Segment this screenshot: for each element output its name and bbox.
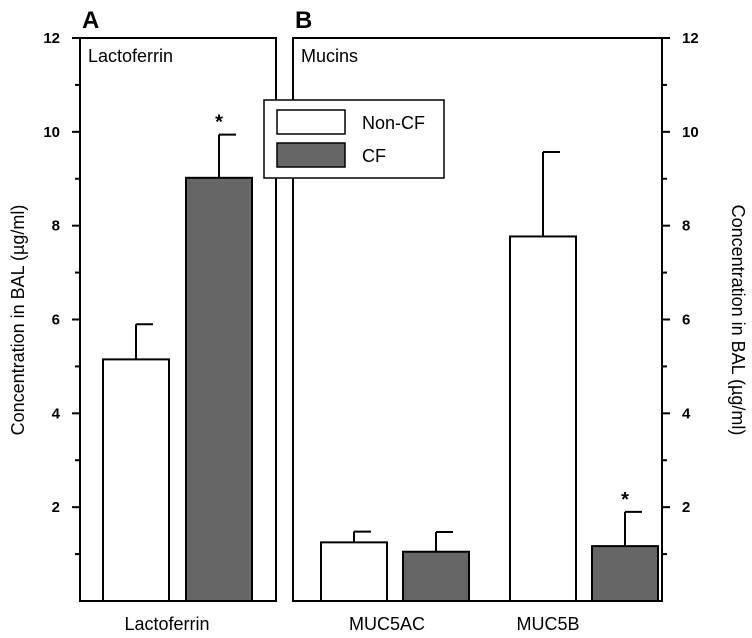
- right-tick-label-5: 12: [682, 30, 699, 47]
- category-label-muc5ac: MUC5AC: [349, 614, 425, 634]
- right-tick-label-0: 2: [682, 499, 690, 516]
- axis-ticks: 2 4 6 8 10 12 2 4 6 8 10 12: [43, 30, 699, 556]
- left-tick-label-3: 8: [52, 218, 60, 235]
- bars: **: [102, 112, 659, 603]
- significance-star-lactoferrin-cf: *: [215, 112, 223, 134]
- bar-muc5b-cf: [591, 545, 659, 602]
- left-tick-label-5: 12: [43, 30, 60, 47]
- y-axis-label-right: Concentration in BAL (µg/ml): [728, 205, 748, 436]
- significance-star-muc5b-cf: *: [621, 489, 629, 511]
- left-tick-label-0: 2: [52, 499, 60, 516]
- legend-swatch-noncf: [276, 109, 346, 135]
- right-tick-label-1: 4: [682, 405, 691, 422]
- bar-lactoferrin-cf: [185, 176, 253, 602]
- legend-label-cf: CF: [362, 146, 386, 166]
- panel-a-letter: A: [82, 7, 99, 34]
- panel-b-title: Mucins: [301, 46, 358, 66]
- bar-muc5b-noncf: [509, 235, 577, 603]
- legend-label-noncf: Non-CF: [362, 113, 425, 133]
- right-tick-label-4: 10: [682, 124, 699, 141]
- category-label-muc5b: MUC5B: [516, 614, 579, 634]
- panel-a-title: Lactoferrin: [88, 46, 173, 66]
- right-tick-label-3: 8: [682, 218, 690, 235]
- right-tick-label-2: 6: [682, 312, 690, 329]
- bar-muc5ac-cf: [402, 550, 470, 602]
- bar-lactoferrin-noncf: [102, 358, 170, 603]
- bar-muc5ac-noncf: [320, 541, 388, 603]
- left-tick-label-1: 4: [52, 405, 61, 422]
- y-axis-label-left: Concentration in BAL (µg/ml): [8, 205, 28, 436]
- legend-swatch-cf: [276, 142, 346, 168]
- panel-b-letter: B: [295, 7, 312, 34]
- left-tick-label-2: 6: [52, 312, 60, 329]
- legend: Non-CF CF: [263, 99, 445, 179]
- category-label-lactoferrin: Lactoferrin: [124, 614, 209, 634]
- left-tick-label-4: 10: [43, 124, 60, 141]
